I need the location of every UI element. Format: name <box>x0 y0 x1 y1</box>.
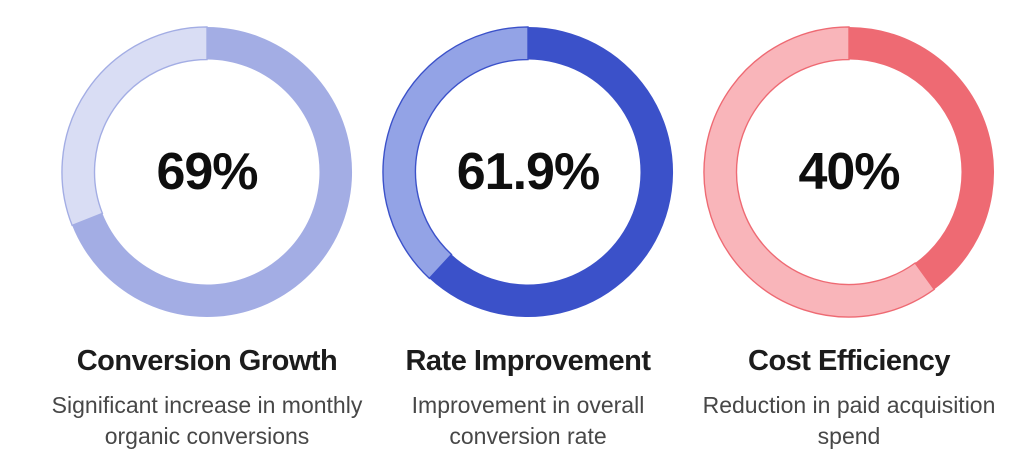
metric-subtitle-line: spend <box>817 423 881 450</box>
metric-subtitle-line: organic conversions <box>104 423 310 450</box>
donut-center-value: 61.9% <box>456 143 600 201</box>
metric-cost-efficiency: 40% Cost Efficiency Reduction in paid ac… <box>698 24 1000 465</box>
donut-chart: 61.9% <box>380 24 676 320</box>
metric-subtitle-line: Improvement in overall <box>411 392 645 418</box>
donut-chart: 69% <box>59 24 355 320</box>
metric-rate-improvement: 61.9% Rate Improvement Improvement in ov… <box>377 24 679 465</box>
metric-subtitle: Reduction in paid acquisition spend <box>703 390 996 452</box>
donut-value-segment <box>429 26 674 318</box>
metric-subtitle-line: Significant increase in monthly <box>51 392 363 418</box>
donut-center-value: 69% <box>156 143 258 201</box>
metric-title: Conversion Growth <box>76 345 338 377</box>
metric-subtitle: Improvement in overall conversion rate <box>412 390 645 452</box>
metric-subtitle-line: Reduction in paid acquisition <box>702 392 996 418</box>
metric-title: Rate Improvement <box>405 345 651 377</box>
metric-subtitle: Significant increase in monthly organic … <box>52 390 363 452</box>
donut-chart: 40% <box>701 24 997 320</box>
donut-track-segment <box>703 26 936 318</box>
donut-track-segment <box>61 26 208 227</box>
metric-subtitle-line: conversion rate <box>449 423 607 450</box>
donut-center-value: 40% <box>798 143 900 201</box>
metric-conversion-growth: 69% Conversion Growth Significant increa… <box>52 24 362 465</box>
metric-title: Cost Efficiency <box>748 345 951 377</box>
donut-track-segment <box>382 26 529 280</box>
donut-value-segment <box>849 26 995 290</box>
